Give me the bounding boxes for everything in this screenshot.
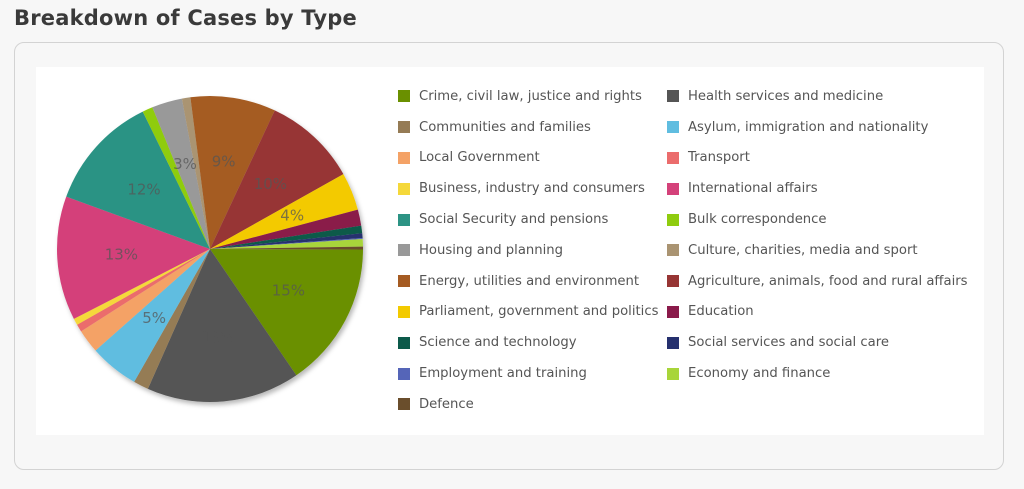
legend-label: Transport — [688, 150, 750, 166]
legend-swatch — [667, 275, 679, 288]
legend-item[interactable]: Crime, civil law, justice and rights — [398, 81, 667, 112]
legend-swatch — [667, 213, 679, 226]
pie-slice[interactable] — [81, 249, 210, 351]
slice-percent-label: 4% — [280, 207, 304, 225]
legend-item[interactable]: Science and technology — [398, 327, 667, 358]
pie-slice[interactable] — [210, 174, 358, 249]
legend-label: Local Government — [419, 150, 540, 166]
legend-item[interactable]: Asylum, immigration and nationality — [667, 112, 967, 143]
pie-slice[interactable] — [210, 238, 363, 249]
legend-item[interactable]: Health services and medicine — [667, 81, 967, 112]
legend-item[interactable]: Agriculture, animals, food and rural aff… — [667, 266, 968, 297]
pie-slice[interactable] — [210, 246, 364, 250]
chart-legend: Crime, civil law, justice and rights Heal… — [398, 81, 978, 420]
legend-item[interactable]: Economy and finance — [667, 358, 967, 389]
legend-swatch — [398, 213, 410, 226]
legend-item[interactable]: Employment and training — [398, 358, 667, 389]
legend-item[interactable]: Culture, charities, media and sport — [667, 235, 967, 266]
legend-label: Bulk correspondence — [688, 212, 827, 228]
legend-swatch — [398, 90, 410, 103]
legend-label: Communities and families — [419, 119, 591, 135]
slice-percent-label: 3% — [173, 155, 197, 173]
legend-label: Business, industry and consumers — [419, 181, 645, 197]
legend-swatch — [398, 275, 410, 288]
legend-item[interactable]: Bulk correspondence — [667, 204, 967, 235]
legend-swatch — [667, 182, 679, 195]
legend-swatch — [398, 121, 410, 134]
slice-percent-label: 9% — [212, 152, 236, 170]
legend-swatch — [667, 305, 679, 318]
legend-item[interactable]: International affairs — [667, 173, 967, 204]
legend-item[interactable]: Defence — [398, 389, 667, 420]
legend-swatch — [667, 121, 679, 134]
legend-swatch — [398, 336, 410, 349]
legend-item[interactable]: Business, industry and consumers — [398, 173, 667, 204]
legend-label: Parliament, government and politics — [419, 304, 659, 320]
legend-item[interactable]: Social services and social care — [667, 327, 967, 358]
legend-swatch — [667, 367, 679, 380]
legend-swatch — [667, 90, 679, 103]
legend-label: Economy and finance — [688, 366, 831, 382]
legend-swatch — [667, 336, 679, 349]
legend-swatch — [667, 151, 679, 164]
legend-swatch — [667, 244, 679, 257]
legend-label: Housing and planning — [419, 242, 564, 258]
slice-percent-label: 16% — [201, 328, 234, 346]
legend-label: Culture, charities, media and sport — [688, 242, 918, 258]
legend-label: Health services and medicine — [688, 88, 884, 104]
slice-percent-label: 5% — [142, 309, 166, 327]
pie-slice[interactable] — [142, 107, 210, 249]
legend-swatch — [398, 367, 410, 380]
pie-slice[interactable] — [73, 249, 210, 325]
pie-slice[interactable] — [210, 249, 363, 376]
pie-slice[interactable] — [210, 238, 363, 249]
legend-label: Science and technology — [419, 335, 577, 351]
pie-slice[interactable] — [210, 233, 363, 249]
legend-label: Social services and social care — [688, 335, 889, 351]
legend-swatch — [398, 398, 410, 411]
legend-label: Crime, civil law, justice and rights — [419, 88, 642, 104]
pie-slice[interactable] — [95, 249, 210, 382]
pie-slice[interactable] — [57, 196, 210, 319]
pie-slice[interactable] — [147, 249, 297, 403]
pie-slice[interactable] — [210, 110, 344, 249]
pie-slice[interactable] — [134, 249, 210, 389]
legend-swatch — [398, 244, 410, 257]
pie-slice[interactable] — [152, 98, 210, 249]
pie-slice[interactable] — [190, 95, 275, 249]
page-title: Breakdown of Cases by Type — [14, 6, 357, 30]
legend-item[interactable]: Communities and families — [398, 112, 667, 143]
slice-percent-label: 10% — [254, 175, 287, 193]
legend-label: Employment and training — [419, 366, 587, 382]
legend-label: Agriculture, animals, food and rural aff… — [688, 273, 968, 289]
slice-percent-label: 13% — [105, 246, 138, 264]
legend-label: Defence — [419, 396, 474, 412]
legend-item[interactable]: Transport — [667, 143, 967, 174]
slice-percent-label: 12% — [127, 181, 160, 199]
pie-slice[interactable] — [210, 225, 363, 249]
slice-percent-label: 15% — [272, 282, 305, 300]
pie-slice[interactable] — [66, 111, 210, 249]
legend-label: Asylum, immigration and nationality — [688, 119, 929, 135]
legend-item[interactable]: Local Government — [398, 143, 667, 174]
pie-slice[interactable] — [77, 249, 210, 332]
legend-item[interactable]: Social Security and pensions — [398, 204, 667, 235]
pie-chart: 15% 16% 5% 13% 12% 3% 9% 10% 4% — [57, 95, 364, 403]
legend-label: Education — [688, 304, 754, 320]
legend-item[interactable]: Parliament, government and politics — [398, 297, 667, 328]
pie-slice[interactable] — [210, 209, 362, 249]
legend-label: Energy, utilities and environment — [419, 273, 640, 289]
legend-label: Social Security and pensions — [419, 212, 609, 228]
chart-area: 15% 16% 5% 13% 12% 3% 9% 10% 4% Crime, civil law… — [36, 67, 984, 435]
legend-swatch — [398, 305, 410, 318]
pie-slice[interactable] — [181, 97, 210, 249]
legend-swatch — [398, 151, 410, 164]
legend-swatch — [398, 182, 410, 195]
legend-item[interactable]: Housing and planning — [398, 235, 667, 266]
legend-item[interactable]: Education — [667, 297, 967, 328]
legend-label: International affairs — [688, 181, 818, 197]
legend-item[interactable]: Energy, utilities and environment — [398, 266, 667, 297]
